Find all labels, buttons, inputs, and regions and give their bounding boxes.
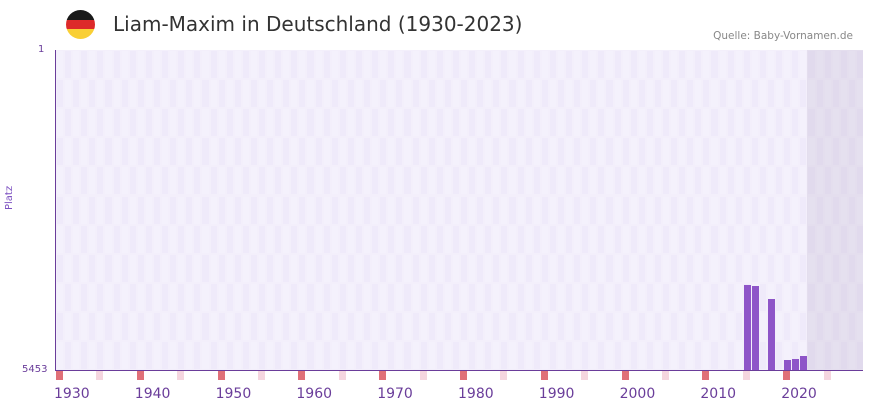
- y-tick-bottom: 5453: [22, 364, 48, 375]
- year-marker: [56, 371, 63, 380]
- x-tick-label: 1940: [134, 386, 171, 402]
- x-tick-label: 2000: [619, 386, 656, 402]
- year-marker: [460, 371, 467, 380]
- x-tick-label: 1950: [215, 386, 252, 402]
- year-marker: [621, 371, 629, 380]
- x-tick-label: 1970: [377, 386, 413, 402]
- year-marker: [177, 371, 185, 380]
- source-link[interactable]: Quelle: Baby-Vornamen.de: [713, 30, 853, 42]
- bar-2015[interactable]: [743, 285, 751, 370]
- chart-title: Liam-Maxim in Deutschland (1930-2023): [113, 12, 523, 36]
- year-marker: [823, 371, 831, 380]
- bar-2018[interactable]: [768, 298, 776, 370]
- year-marker: [217, 371, 225, 380]
- year-marker: [258, 371, 265, 380]
- year-marker: [298, 371, 306, 380]
- x-tick-label: 1980: [458, 386, 494, 402]
- year-marker: [742, 371, 750, 380]
- germany-flag-icon: [66, 10, 95, 39]
- year-marker: [581, 371, 589, 380]
- future-shade: [807, 50, 863, 370]
- year-marker: [702, 371, 710, 380]
- y-tick-top: 1: [38, 44, 45, 55]
- x-tick-label: 2020: [781, 386, 817, 402]
- y-axis-line: [55, 50, 56, 371]
- x-tick-label: 1960: [296, 386, 333, 402]
- year-marker: [338, 371, 346, 380]
- year-marker: [96, 371, 104, 380]
- year-marker: [136, 371, 144, 380]
- x-axis-line: [55, 370, 863, 371]
- year-marker: [662, 371, 669, 380]
- year-marker: [540, 371, 548, 380]
- plot-area: [56, 50, 863, 370]
- year-marker: [783, 371, 791, 380]
- bar-2016[interactable]: [751, 286, 759, 370]
- y-axis-label: Platz: [4, 185, 15, 210]
- x-tick-label: 1990: [538, 386, 575, 402]
- year-marker: [379, 371, 387, 380]
- bar-2020[interactable]: [784, 359, 792, 370]
- year-marker: [500, 371, 508, 380]
- bar-2021[interactable]: [792, 358, 800, 370]
- x-tick-label: 1930: [54, 386, 90, 402]
- bar-2022[interactable]: [800, 355, 808, 370]
- year-marker: [419, 371, 427, 380]
- x-tick-label: 2010: [700, 386, 737, 402]
